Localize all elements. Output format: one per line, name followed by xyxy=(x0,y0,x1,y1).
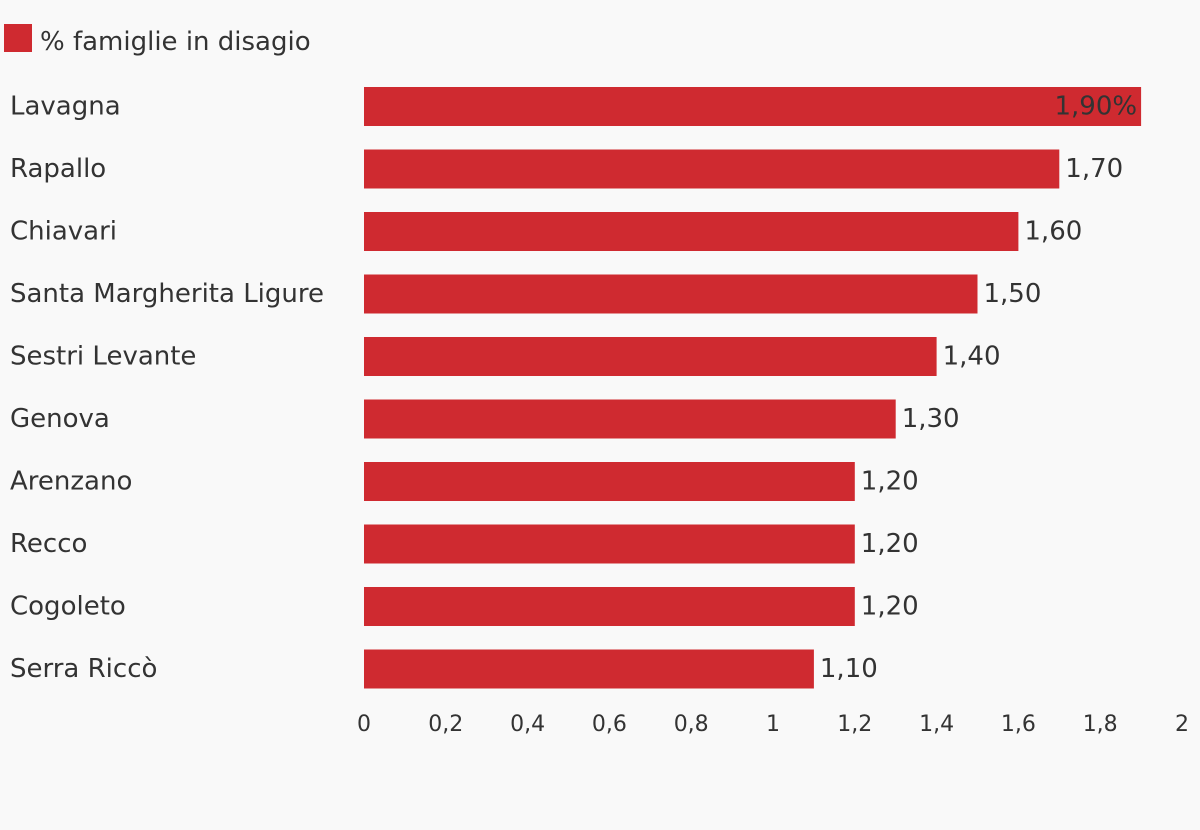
value-label: 1,40 xyxy=(943,342,1001,372)
bar xyxy=(364,337,937,376)
value-label: 1,20 xyxy=(861,529,919,559)
bar xyxy=(364,274,978,314)
x-tick-label: 1,2 xyxy=(837,712,872,737)
category-label: Chiavari xyxy=(10,217,117,247)
bar xyxy=(364,524,855,564)
x-tick-label: 0,8 xyxy=(674,712,709,737)
x-tick-label: 0 xyxy=(357,712,371,737)
category-label: Arenzano xyxy=(10,467,132,497)
x-tick-label: 1,6 xyxy=(1001,712,1036,737)
bar xyxy=(364,149,1060,189)
x-tick-label: 0,2 xyxy=(428,712,463,737)
x-tick-label: 0,4 xyxy=(510,712,545,737)
value-label: 1,10 xyxy=(820,654,878,684)
category-label: Santa Margherita Ligure xyxy=(10,279,324,309)
category-label: Recco xyxy=(10,529,87,559)
category-label: Rapallo xyxy=(10,154,106,184)
value-label: 1,60 xyxy=(1024,217,1082,247)
category-label: Genova xyxy=(10,404,110,434)
bar xyxy=(364,649,814,689)
x-tick-label: 1 xyxy=(766,712,780,737)
x-tick-label: 0,6 xyxy=(592,712,627,737)
value-label: 1,50 xyxy=(984,279,1042,309)
bar xyxy=(364,212,1019,251)
legend-label: % famiglie in disagio xyxy=(40,27,311,57)
value-label: 1,70 xyxy=(1065,154,1123,184)
bar xyxy=(364,87,1142,126)
bar xyxy=(364,462,855,501)
category-label: Serra Riccò xyxy=(10,654,157,684)
x-tick-label: 1,4 xyxy=(919,712,954,737)
value-label: 1,90% xyxy=(1054,92,1137,122)
x-tick-label: 1,8 xyxy=(1083,712,1118,737)
category-label: Sestri Levante xyxy=(10,342,196,372)
value-label: 1,30 xyxy=(902,404,960,434)
value-label: 1,20 xyxy=(861,592,919,622)
value-label: 1,20 xyxy=(861,467,919,497)
bar xyxy=(364,399,896,439)
x-tick-label: 2 xyxy=(1175,712,1189,737)
category-label: Lavagna xyxy=(10,92,121,122)
bar xyxy=(364,587,855,626)
category-label: Cogoleto xyxy=(10,592,126,622)
legend-swatch xyxy=(4,24,32,52)
